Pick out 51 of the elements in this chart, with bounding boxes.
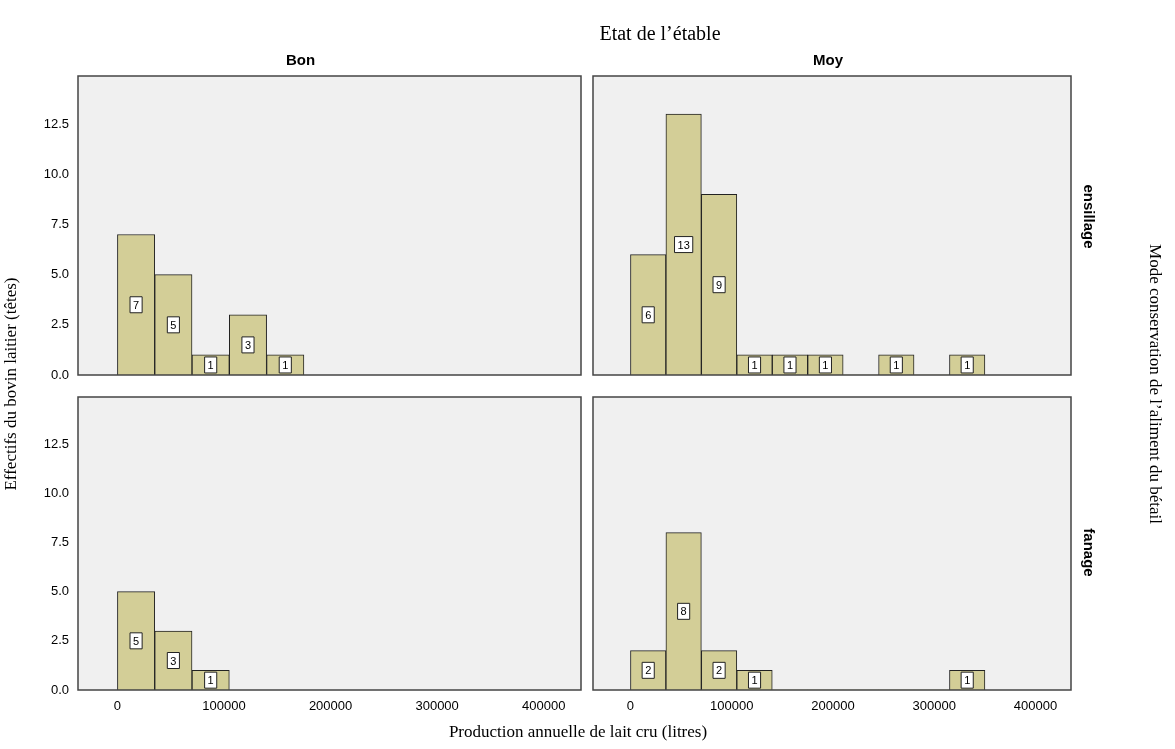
y-tick-label: 7.5 (50, 534, 69, 550)
data-label: 1 (207, 359, 214, 371)
x-tick-label: 0 (626, 698, 635, 714)
data-label: 3 (244, 338, 252, 351)
data-label: 1 (751, 674, 758, 687)
y-tick-label: 10.0 (43, 484, 69, 500)
data-label: 1 (282, 359, 289, 371)
data-label: 9 (716, 278, 723, 291)
data-label: 1 (751, 359, 758, 371)
y-tick-label: 5.0 (50, 266, 69, 282)
y-tick-label: 12.5 (43, 435, 69, 451)
chart-title: Moy (813, 51, 844, 69)
data-label: 5 (170, 318, 177, 331)
x-tick-label: 400000 (522, 698, 566, 714)
data-label: 1 (207, 674, 214, 687)
data-label: 7 (133, 298, 140, 311)
y-tick-label: 5.0 (50, 583, 69, 599)
data-label: 6 (645, 308, 652, 321)
data-label: 1 (786, 359, 794, 371)
x-tick-label: 100000 (202, 698, 246, 714)
x-tick-label: 200000 (308, 698, 353, 714)
y-axis-title: Effectifs du bovin laitier (têtes) (1, 277, 21, 491)
y-tick-label: 7.5 (50, 216, 69, 232)
y-tick-label: 10.0 (43, 165, 69, 181)
text: Mode conservation de l’aliment du bétail (1145, 244, 1166, 524)
data-label: 1 (822, 359, 829, 371)
x-tick-label: 300000 (912, 698, 956, 714)
text: Etat de l’étable (598, 22, 722, 45)
data-label: 2 (716, 664, 723, 677)
y-tick-label: 2.5 (50, 632, 69, 648)
x-tick-label: 200000 (811, 698, 855, 714)
data-label: 13 (677, 238, 690, 251)
y-tick-label: 2.5 (50, 316, 69, 332)
x-tick-label: 100000 (710, 698, 754, 714)
y-tick-label: 0.0 (50, 681, 69, 697)
chart-title: Bon (285, 51, 316, 69)
data-label: 2 (645, 664, 652, 677)
data-label: 1 (964, 359, 971, 371)
data-label: 1 (964, 674, 971, 687)
x-tick-label: 0 (113, 698, 122, 714)
data-label: 1 (893, 359, 900, 371)
x-axis-title: Production annuelle de lait cru (litres) (447, 722, 709, 742)
x-tick-label: 300000 (415, 698, 459, 714)
data-label: 3 (170, 654, 177, 667)
data-label: 5 (133, 634, 140, 647)
y-tick-label: 12.5 (43, 115, 69, 131)
y2-axis-title: ensillage (1080, 184, 1098, 249)
y2-axis-title: fanage (1080, 528, 1098, 577)
y-tick-label: 0.0 (50, 366, 69, 382)
x-tick-label: 400000 (1013, 698, 1058, 714)
data-label: 8 (680, 605, 687, 618)
